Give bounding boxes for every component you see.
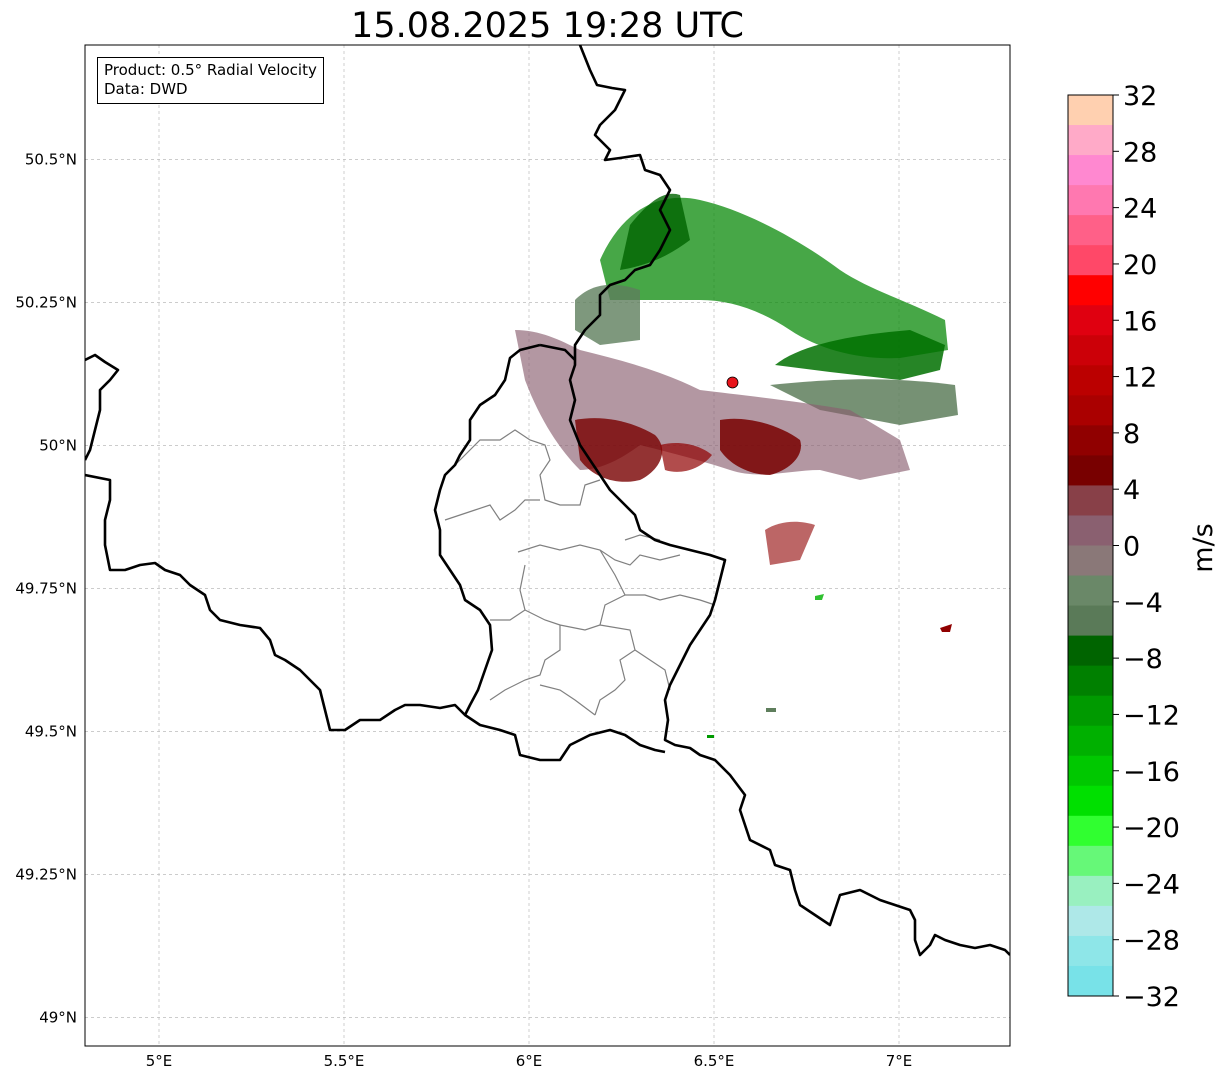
colorbar-band [1068,605,1113,637]
lat-tick-label: 49.75°N [15,579,77,597]
colorbar-band [1068,665,1113,697]
colorbar-tick-label: −8 [1123,644,1163,675]
colorbar-tick-label: 8 [1123,419,1140,450]
lon-tick-label: 5.5°E [324,1052,365,1070]
lat-tick-label: 50.5°N [25,150,77,168]
colorbar-unit-label: m/s [1188,523,1219,572]
latitude-tick-labels: 50.5°N 50.25°N 50°N 49.75°N 49.5°N 49.25°N 49°… [15,150,77,1026]
colorbar-tick-label: −4 [1123,588,1163,619]
colorbar-tick-label: 28 [1123,137,1157,168]
colorbar-band [1068,155,1113,186]
product-info-box: Product: 0.5° Radial Velocity Data: DWD [97,57,324,104]
longitude-tick-labels: 5°E 5.5°E 6°E 6.5°E 7°E [146,1052,913,1070]
lat-tick-label: 50°N [39,436,77,454]
colorbar-tick-label: 12 [1123,363,1157,394]
colorbar-band [1068,635,1113,667]
lon-tick-label: 6.5°E [694,1052,735,1070]
product-label: Product: 0.5° Radial Velocity [104,61,317,79]
colorbar-band [1068,815,1113,847]
colorbar-band [1068,575,1113,607]
colorbar-tick-label: −28 [1123,926,1180,957]
colorbar-band [1068,365,1113,396]
colorbar-band [1068,545,1113,577]
velocity-colorbar: 32 28 24 20 16 12 8 4 0 −4 −8 −12 −16 −20 −24 −28 −32 m/… [1067,81,1219,1013]
map-frame [84,44,1011,1047]
colorbar-band [1068,755,1113,787]
colorbar-tick-label: 0 [1123,532,1140,563]
lat-tick-label: 49.5°N [25,722,77,740]
colorbar-band [1068,725,1113,757]
colorbar-band [1068,965,1113,997]
lat-tick-label: 50.25°N [15,293,77,311]
colorbar-tick-label: −16 [1123,757,1180,788]
colorbar-band [1068,425,1113,456]
colorbar-tick-label: 16 [1123,306,1157,337]
national-borders [85,45,1010,957]
colorbar-band [1068,95,1113,126]
colorbar-tick-label: 20 [1123,250,1157,281]
map-title: 15.08.2025 19:28 UTC [351,6,744,46]
colorbar-band [1068,245,1113,276]
lon-tick-label: 7°E [886,1052,913,1070]
colorbar-band [1068,455,1113,486]
colorbar-band [1068,185,1113,216]
lat-tick-label: 49.25°N [15,865,77,883]
colorbar-tick-label: −20 [1123,813,1180,844]
lat-tick-label: 49°N [39,1008,77,1026]
colorbar-band [1068,875,1113,907]
radar-velocity-echoes [515,193,958,738]
colorbar-band [1068,515,1113,546]
colorbar-tick-label: −32 [1123,982,1180,1013]
canton-boundaries [444,429,716,716]
colorbar-band [1068,785,1113,817]
lon-tick-label: 6°E [516,1052,543,1070]
data-source-label: Data: DWD [104,80,188,98]
lon-tick-label: 5°E [146,1052,173,1070]
colorbar-tick-label: 32 [1123,81,1157,112]
colorbar-band [1068,905,1113,937]
colorbar-band [1068,215,1113,246]
colorbar-band [1068,695,1113,727]
colorbar-bands [1068,95,1113,997]
colorbar-tick-label: −24 [1123,869,1180,900]
radar-site-marker [726,376,739,389]
colorbar-band [1068,305,1113,336]
colorbar-band [1068,335,1113,366]
colorbar-band [1068,935,1113,967]
colorbar-band [1068,485,1113,516]
colorbar-band [1068,845,1113,877]
colorbar-tick-label: 4 [1123,475,1140,506]
colorbar-tick-label: −12 [1123,700,1180,731]
colorbar-band [1068,275,1113,306]
map-area [85,45,1010,1046]
colorbar-band [1068,125,1113,156]
colorbar-tick-labels: 32 28 24 20 16 12 8 4 0 −4 −8 −12 −16 −20 −24 −28 −32 [1113,81,1180,1013]
colorbar-tick-label: 24 [1123,194,1157,225]
colorbar-band [1068,395,1113,426]
